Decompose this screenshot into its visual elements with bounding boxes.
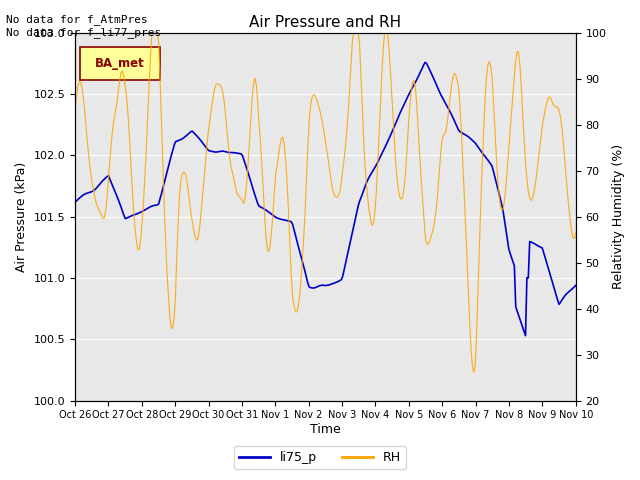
Text: BA_met: BA_met: [95, 57, 145, 71]
Legend: li75_p, RH: li75_p, RH: [234, 446, 406, 469]
Title: Air Pressure and RH: Air Pressure and RH: [250, 15, 401, 30]
Text: No data for f_AtmPres
No data for f_li77_pres: No data for f_AtmPres No data for f_li77…: [6, 14, 162, 38]
FancyBboxPatch shape: [80, 48, 160, 81]
Y-axis label: Air Pressure (kPa): Air Pressure (kPa): [15, 161, 28, 272]
Y-axis label: Relativity Humidity (%): Relativity Humidity (%): [612, 144, 625, 289]
X-axis label: Time: Time: [310, 423, 340, 436]
